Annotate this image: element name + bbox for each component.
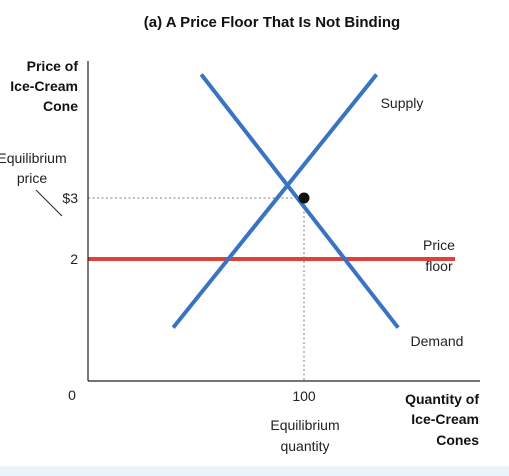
supply-curve: [171, 73, 379, 329]
supply-label: Supply: [381, 95, 424, 111]
y-tick-label-price-2: 2: [70, 251, 78, 267]
equilibrium-price-label-line-1: Equilibrium: [0, 150, 67, 166]
equilibrium-price-pointer: [35, 189, 63, 217]
equilibrium-price-label-line-2: price: [17, 170, 48, 186]
equilibrium-quantity-label-line-2: quantity: [280, 438, 329, 454]
y-axis-title-line-2: Ice-Cream: [10, 78, 78, 94]
y-tick-label-price-3: $3: [62, 190, 78, 206]
origin-label: 0: [68, 387, 76, 403]
x-tick-label-quantity-100: 100: [292, 388, 316, 404]
bottom-band: [0, 466, 509, 476]
y-axis-title-line-3: Cone: [43, 98, 78, 114]
x-axis-title-line-1: Quantity of: [405, 391, 479, 407]
x-axis-title-line-3: Cones: [436, 432, 479, 448]
equilibrium-quantity-label-line-1: Equilibrium: [270, 417, 339, 433]
x-axis-title-line-2: Ice-Cream: [411, 411, 479, 427]
chart-title: (a) A Price Floor That Is Not Binding: [144, 14, 400, 31]
equilibrium-point: [298, 192, 310, 204]
y-axis-title-line-1: Price of: [27, 58, 79, 74]
price-floor-label-line-2: floor: [425, 258, 453, 274]
demand-label: Demand: [411, 333, 464, 349]
price-floor-label-line-1: Price: [423, 237, 455, 253]
